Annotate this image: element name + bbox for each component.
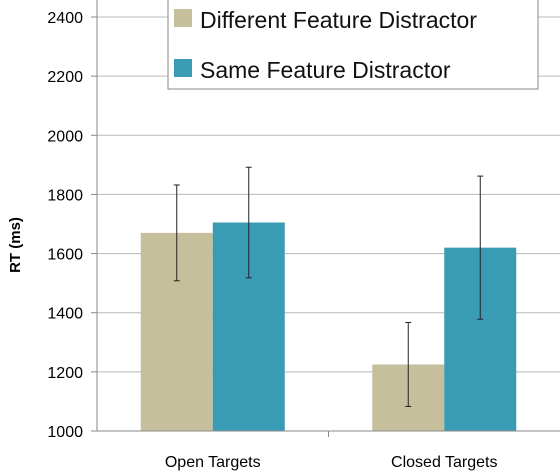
y-tick-label: 2400 [47,10,83,27]
legend: Different Feature Distractor Same Feature… [168,0,538,89]
y-axis-label: RT (ms) [7,217,24,273]
y-tick-label: 1000 [47,424,83,441]
y-tick-label: 1200 [47,365,83,382]
legend-label: Same Feature Distractor [200,57,451,83]
y-tick-label: 1800 [47,187,83,204]
y-tick-label: 2000 [47,128,83,145]
x-category-label: Open Targets [165,454,261,471]
y-tick-label: 2200 [47,69,83,86]
legend-swatch [174,59,192,77]
y-tick-label: 1400 [47,306,83,323]
legend-label: Different Feature Distractor [200,7,477,33]
legend-swatch [174,9,192,27]
x-category-label: Closed Targets [391,454,497,471]
y-tick-label: 1600 [47,247,83,264]
